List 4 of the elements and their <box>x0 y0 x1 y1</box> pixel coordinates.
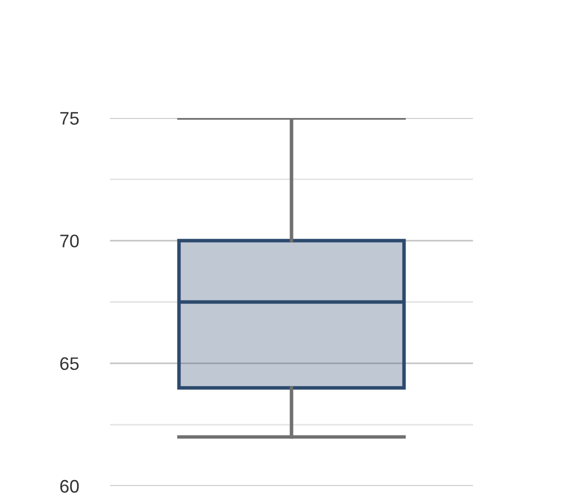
y-tick-label: 60 <box>60 480 79 493</box>
y-tick-label: 70 <box>60 234 79 248</box>
y-tick-label: 65 <box>60 357 79 370</box>
y-tick-label: 75 <box>60 112 79 125</box>
